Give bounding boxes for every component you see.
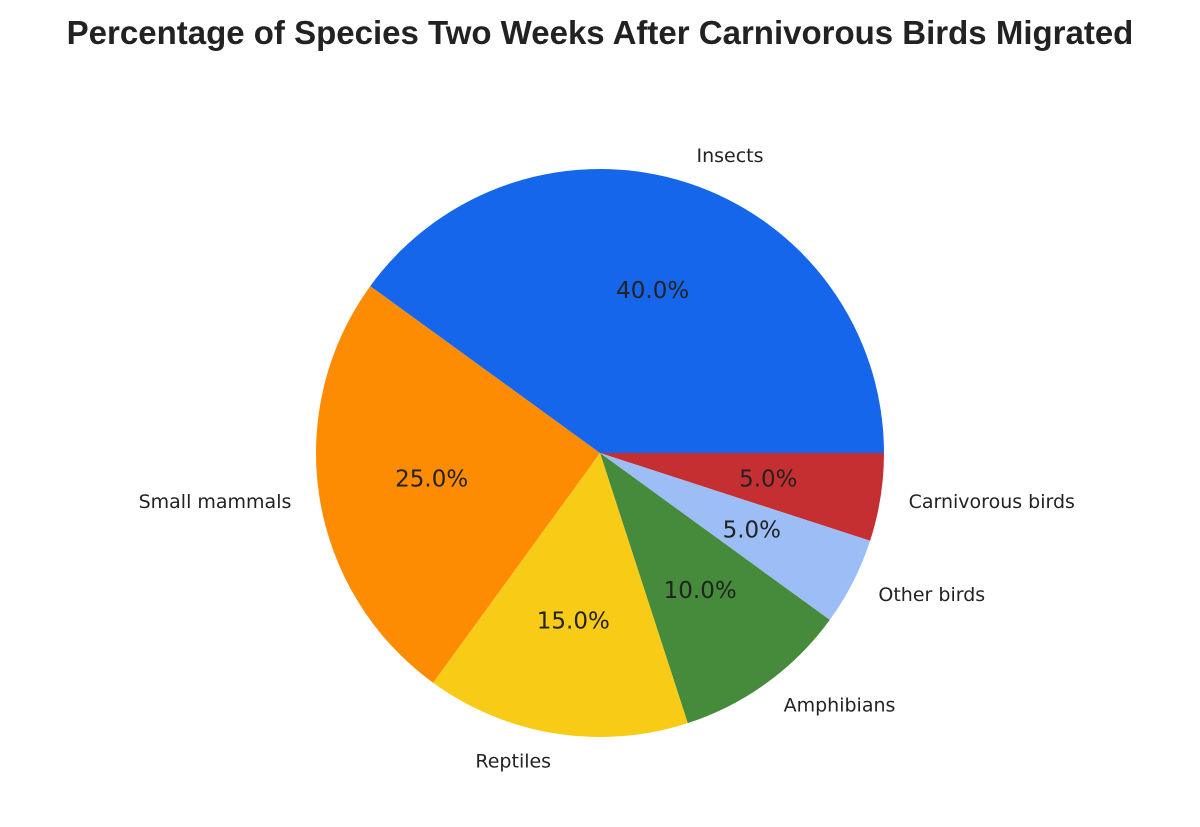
category-labels: Carnivorous birds Other birds Amphibians Re… — [139, 145, 1075, 773]
pie-slice-insects — [370, 169, 884, 453]
pct-label-small-mammals: 25.0% — [395, 467, 468, 493]
category-label-carnivorous-birds: Carnivorous birds — [909, 491, 1075, 513]
category-label-other-birds: Other birds — [878, 584, 985, 606]
pct-label-insects: 40.0% — [616, 278, 689, 304]
pie-slice-other-birds — [600, 453, 871, 620]
category-label-insects: Insects — [697, 145, 764, 167]
pct-label-reptiles: 15.0% — [537, 608, 610, 634]
category-label-reptiles: Reptiles — [475, 751, 551, 773]
pct-label-amphibians: 10.0% — [664, 578, 737, 604]
pie-slice-amphibians — [600, 453, 830, 724]
category-label-small-mammals: Small mammals — [139, 491, 292, 513]
pct-label-carnivorous-birds: 5.0% — [739, 467, 797, 493]
pie-slice-carnivorous-birds — [600, 453, 884, 541]
pie-slice-reptiles — [433, 453, 688, 737]
category-label-amphibians: Amphibians — [784, 695, 896, 717]
chart-title: Percentage of Species Two Weeks After Ca… — [66, 14, 1134, 51]
pct-label-other-birds: 5.0% — [723, 517, 781, 543]
pie-slice-small-mammals — [316, 286, 600, 683]
pie-slices — [316, 169, 884, 737]
percentage-labels: 5.0% 5.0% 10.0% 15.0% 25.0% 40.0% — [395, 278, 797, 634]
